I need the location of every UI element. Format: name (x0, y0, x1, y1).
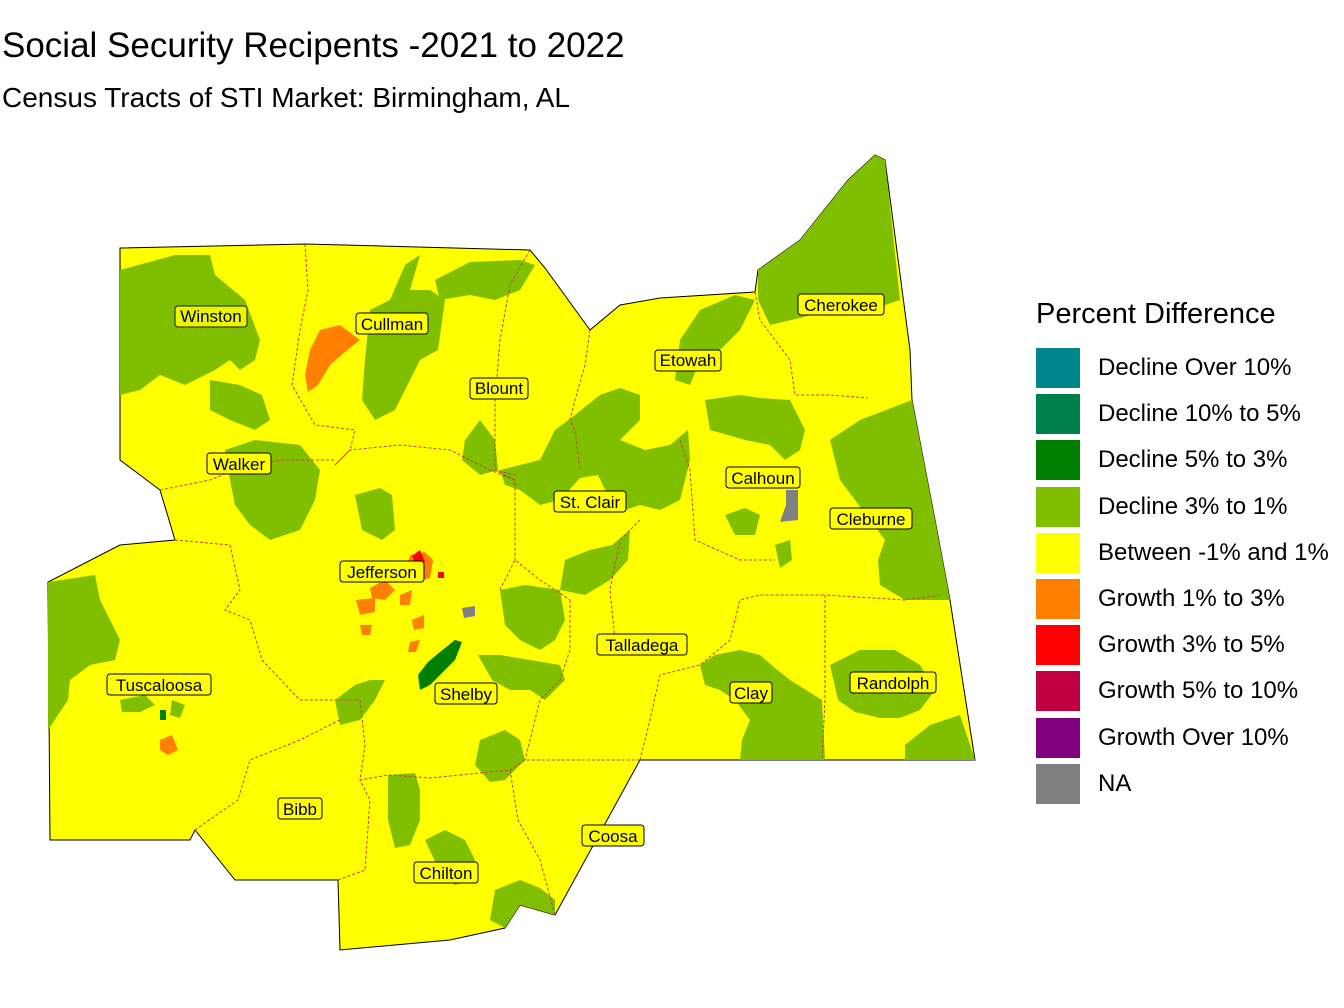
svg-text:Etowah: Etowah (660, 351, 717, 370)
legend-item: Decline Over 10% (1036, 345, 1342, 391)
legend-swatch (1036, 348, 1080, 389)
growth-3-5-area-small (438, 572, 444, 578)
county-label-walker: Walker (206, 452, 272, 475)
legend-label: Growth 3% to 5% (1098, 631, 1285, 659)
svg-text:Talladega: Talladega (606, 636, 679, 655)
svg-text:Tuscaloosa: Tuscaloosa (116, 676, 203, 695)
legend-item: Growth 3% to 5% (1036, 622, 1342, 668)
county-label-st-clair: St. Clair (553, 490, 627, 513)
legend-item: Decline 5% to 3% (1036, 437, 1342, 483)
svg-text:Clay: Clay (734, 684, 769, 703)
na-area-calhoun (780, 490, 798, 522)
legend-title: Percent Difference (1036, 298, 1276, 330)
svg-text:St. Clair: St. Clair (560, 493, 621, 512)
svg-text:Chilton: Chilton (420, 864, 473, 883)
svg-text:Cullman: Cullman (361, 315, 423, 334)
legend-label: Decline Over 10% (1098, 354, 1292, 382)
county-label-randolph: Randolph (849, 671, 937, 694)
county-labels: Winston Cullman Blount Etowah Cherokee W… (106, 293, 937, 884)
legend-swatch (1036, 763, 1080, 804)
legend-label: Decline 10% to 5% (1098, 400, 1301, 428)
legend: Percent Difference Decline Over 10% Decl… (1036, 298, 1342, 807)
legend-label: NA (1098, 769, 1132, 797)
svg-text:Shelby: Shelby (440, 685, 492, 704)
county-label-cherokee: Cherokee (797, 293, 885, 316)
legend-item: Growth 5% to 10% (1036, 668, 1342, 714)
svg-text:Walker: Walker (213, 455, 266, 474)
svg-text:Randolph: Randolph (857, 674, 930, 693)
legend-swatch (1036, 579, 1080, 620)
svg-text:Bibb: Bibb (283, 800, 317, 819)
county-label-cleburne: Cleburne (829, 507, 913, 530)
legend-item: Decline 10% to 5% (1036, 391, 1342, 437)
legend-label: Growth 5% to 10% (1098, 677, 1299, 705)
svg-text:Calhoun: Calhoun (731, 469, 794, 488)
county-label-chilton: Chilton (413, 861, 479, 884)
growth-1-3-areas (160, 325, 433, 755)
legend-swatch (1036, 625, 1080, 666)
legend-swatch (1036, 440, 1080, 481)
legend-item: Growth Over 10% (1036, 715, 1342, 761)
county-label-cullman: Cullman (355, 312, 429, 335)
map-title: Social Security Recipents -2021 to 2022 (2, 26, 625, 65)
legend-label: Between -1% and 1% (1098, 538, 1329, 566)
map-subtitle: Census Tracts of STI Market: Birmingham,… (2, 82, 570, 113)
decline-5-3-area (418, 640, 462, 690)
legend-item: Growth 1% to 3% (1036, 576, 1342, 622)
legend-label: Growth 1% to 3% (1098, 585, 1285, 613)
legend-label: Decline 5% to 3% (1098, 446, 1288, 474)
legend-item: NA (1036, 761, 1342, 807)
decline-5-3-area-small (160, 710, 166, 720)
legend-label: Decline 3% to 1% (1098, 492, 1288, 520)
county-label-tuscaloosa: Tuscaloosa (106, 673, 212, 696)
svg-text:Cleburne: Cleburne (837, 510, 906, 529)
county-label-etowah: Etowah (654, 349, 722, 372)
svg-text:Jefferson: Jefferson (347, 563, 417, 582)
svg-text:Cherokee: Cherokee (804, 296, 878, 315)
legend-swatch (1036, 671, 1080, 712)
legend-swatch (1036, 532, 1080, 573)
county-label-coosa: Coosa (581, 824, 645, 847)
county-label-shelby: Shelby (434, 682, 498, 705)
county-label-talladega: Talladega (596, 633, 688, 656)
county-label-jefferson: Jefferson (339, 560, 425, 583)
legend-swatch (1036, 394, 1080, 435)
svg-text:Coosa: Coosa (588, 827, 638, 846)
county-label-winston: Winston (174, 305, 248, 328)
legend-item: Between -1% and 1% (1036, 530, 1342, 576)
county-label-calhoun: Calhoun (725, 466, 801, 489)
legend-item: Decline 3% to 1% (1036, 484, 1342, 530)
legend-swatch (1036, 486, 1080, 527)
svg-text:Blount: Blount (475, 379, 523, 398)
legend-label: Growth Over 10% (1098, 723, 1289, 751)
svg-text:Winston: Winston (180, 307, 241, 326)
na-area-shelby (462, 606, 475, 618)
county-label-bibb: Bibb (277, 797, 323, 820)
county-label-blount: Blount (469, 377, 529, 400)
county-label-clay: Clay (729, 681, 773, 704)
choropleth-map: Winston Cullman Blount Etowah Cherokee W… (47, 154, 976, 951)
legend-swatch (1036, 717, 1080, 758)
